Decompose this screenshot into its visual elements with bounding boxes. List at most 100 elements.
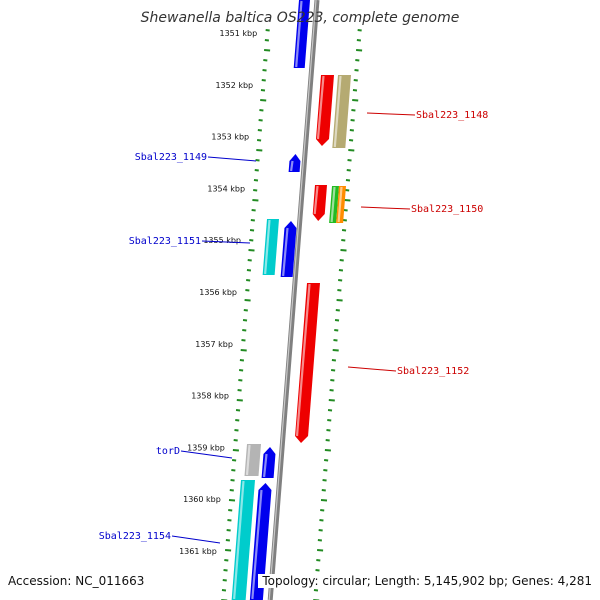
label-leader-line xyxy=(207,156,257,162)
gene-labels: Sbal223_1149 Sbal223_1151 torD Sbal223_1154… xyxy=(99,110,488,544)
gene-label-right[interactable]: Sbal223_1150 xyxy=(411,204,483,215)
scale-mark xyxy=(327,409,333,412)
gene-label-left[interactable]: Sbal223_1151 xyxy=(129,236,201,247)
ruler-tick-label: 1357 kbp xyxy=(195,340,233,349)
scale-mark xyxy=(342,219,347,222)
scale-mark xyxy=(256,149,263,152)
scale-mark xyxy=(356,39,362,42)
gene-feature[interactable] xyxy=(312,185,327,221)
scale-mark xyxy=(321,489,326,492)
label-leader-line xyxy=(180,450,233,459)
scale-mark xyxy=(336,299,343,302)
kbp-ruler: 1351 kbp 1352 kbp 1353 kbp 1354 kbp 1355 kbp… xyxy=(179,29,257,556)
gene-feature[interactable] xyxy=(280,221,297,277)
scale-mark xyxy=(249,239,254,242)
ruler-tick-label: 1352 kbp xyxy=(215,81,253,90)
label-leader-line xyxy=(360,206,411,210)
gene-highlight xyxy=(262,453,268,478)
scale-mark xyxy=(320,509,325,512)
ruler-tick-label: 1359 kbp xyxy=(187,443,225,452)
label-leader-line xyxy=(201,240,251,244)
scale-mark xyxy=(261,79,266,82)
scale-mark xyxy=(346,169,351,172)
scale-mark xyxy=(250,219,255,222)
gene-feature[interactable] xyxy=(316,75,334,146)
scale-mark xyxy=(339,259,344,262)
scale-mark xyxy=(330,379,335,382)
gene-highlight xyxy=(290,160,294,172)
scale-mark xyxy=(316,559,321,562)
gene-feature[interactable] xyxy=(329,186,339,223)
scale-mark xyxy=(323,459,329,462)
gene-body[interactable] xyxy=(316,75,334,146)
scale-mark xyxy=(328,399,335,402)
gene-body[interactable] xyxy=(295,283,320,443)
backbone-line xyxy=(267,0,320,600)
gene-label-right[interactable]: Sbal223_1148 xyxy=(416,110,488,121)
scale-mark xyxy=(317,539,323,542)
scale-mark xyxy=(259,109,264,112)
gene-feature[interactable] xyxy=(261,447,276,478)
scale-mark xyxy=(248,249,255,252)
label-leader-line xyxy=(171,535,221,544)
scale-mark xyxy=(332,349,339,352)
scale-mark xyxy=(353,79,358,82)
scale-mark xyxy=(235,409,241,412)
scale-mark xyxy=(245,289,250,292)
gene-highlight xyxy=(313,185,319,215)
scale-mark xyxy=(227,519,232,522)
scale-mark xyxy=(239,369,244,372)
gene-feature[interactable] xyxy=(249,483,272,600)
label-leader-line xyxy=(366,112,416,116)
scale-mark xyxy=(246,269,252,272)
gene-feature[interactable] xyxy=(336,186,346,223)
ruler-tick-label: 1351 kbp xyxy=(219,29,257,38)
scale-mark xyxy=(343,209,348,212)
gene-highlight xyxy=(337,186,343,223)
scale-track-right xyxy=(313,29,363,600)
gene-feature[interactable] xyxy=(288,154,301,172)
scale-mark xyxy=(253,179,259,182)
gene-label-right[interactable]: Sbal223_1152 xyxy=(397,366,469,377)
scale-mark xyxy=(337,289,342,292)
gene-label-left[interactable]: Sbal223_1149 xyxy=(135,152,207,163)
gene-feature[interactable] xyxy=(244,444,261,476)
scale-mark xyxy=(324,449,331,452)
scale-mark xyxy=(255,159,260,162)
scale-mark xyxy=(254,169,259,172)
scale-mark xyxy=(265,29,270,32)
gene-highlight xyxy=(245,444,251,476)
gene-feature[interactable] xyxy=(293,0,310,68)
accession-text: Accession: NC_011663 xyxy=(8,574,145,588)
scale-mark xyxy=(251,209,256,212)
scale-mark xyxy=(241,339,246,342)
scale-mark xyxy=(344,199,351,202)
gene-feature[interactable] xyxy=(332,75,351,148)
gene-feature[interactable] xyxy=(231,480,255,600)
scale-mark xyxy=(222,579,227,582)
ruler-tick-label: 1360 kbp xyxy=(183,495,221,504)
gene-feature[interactable] xyxy=(295,283,320,443)
gene-highlight xyxy=(282,227,289,277)
scale-mark xyxy=(236,399,243,402)
scale-mark xyxy=(229,489,234,492)
scale-mark xyxy=(230,479,235,482)
scale-mark xyxy=(244,299,251,302)
gene-highlight xyxy=(251,489,263,600)
scale-mark xyxy=(334,329,339,332)
scale-mark xyxy=(224,559,229,562)
gene-feature[interactable] xyxy=(262,219,279,275)
scale-mark xyxy=(258,119,263,122)
gene-features[interactable] xyxy=(231,0,351,600)
scale-mark xyxy=(243,309,248,312)
scale-mark xyxy=(242,329,247,332)
gene-label-left[interactable]: torD xyxy=(156,446,180,457)
scale-mark xyxy=(323,469,328,472)
scale-mark xyxy=(355,59,360,62)
scale-mark xyxy=(264,49,271,52)
ruler-tick-label: 1353 kbp xyxy=(211,133,249,142)
scale-mark xyxy=(253,189,258,192)
gene-label-left[interactable]: Sbal223_1154 xyxy=(99,531,171,542)
scale-mark xyxy=(232,449,239,452)
